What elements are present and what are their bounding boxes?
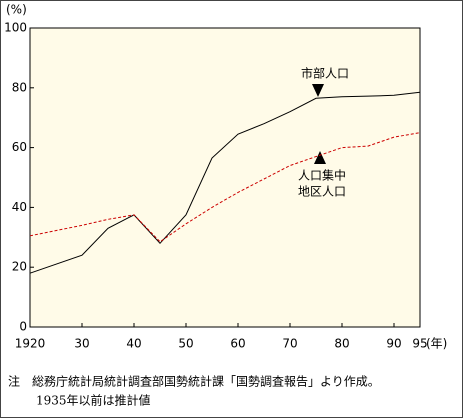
y-tick-label: 40: [12, 200, 27, 214]
x-tick-label: 70: [282, 337, 297, 351]
y-tick-label: 0: [19, 320, 27, 334]
x-tick-label: 40: [126, 337, 141, 351]
annotation: 市部人口: [301, 66, 349, 81]
y-tick-label: 60: [12, 140, 27, 154]
series-line: [29, 132, 421, 243]
x-tick-label: 30: [74, 337, 89, 351]
series-line: [29, 91, 421, 274]
x-tick-label: 90: [386, 337, 401, 351]
y-tick-label: 100: [4, 21, 27, 35]
x-tick-label: 95: [412, 337, 427, 351]
x-tick-label: 1920: [15, 337, 46, 351]
plot-area: [29, 27, 421, 328]
x-axis-label: (年): [426, 337, 447, 351]
annotation-arrow: [314, 151, 326, 164]
y-tick-label: 20: [12, 260, 27, 274]
x-tick-label: 60: [230, 337, 245, 351]
x-tick-label: 50: [178, 337, 193, 351]
x-tick-label: 80: [334, 337, 349, 351]
annotation: 人口集中: [298, 168, 346, 183]
annotation: 地区人口: [298, 185, 346, 199]
annotation-arrow: [312, 84, 324, 97]
note: 1935年以前は推計値: [36, 393, 151, 408]
note: 注 総務庁統計局統計調査部国勢統計課「国勢調査報告」より作成。: [8, 374, 380, 389]
y-axis-label: (%): [6, 3, 27, 17]
y-tick-label: 80: [12, 80, 27, 94]
